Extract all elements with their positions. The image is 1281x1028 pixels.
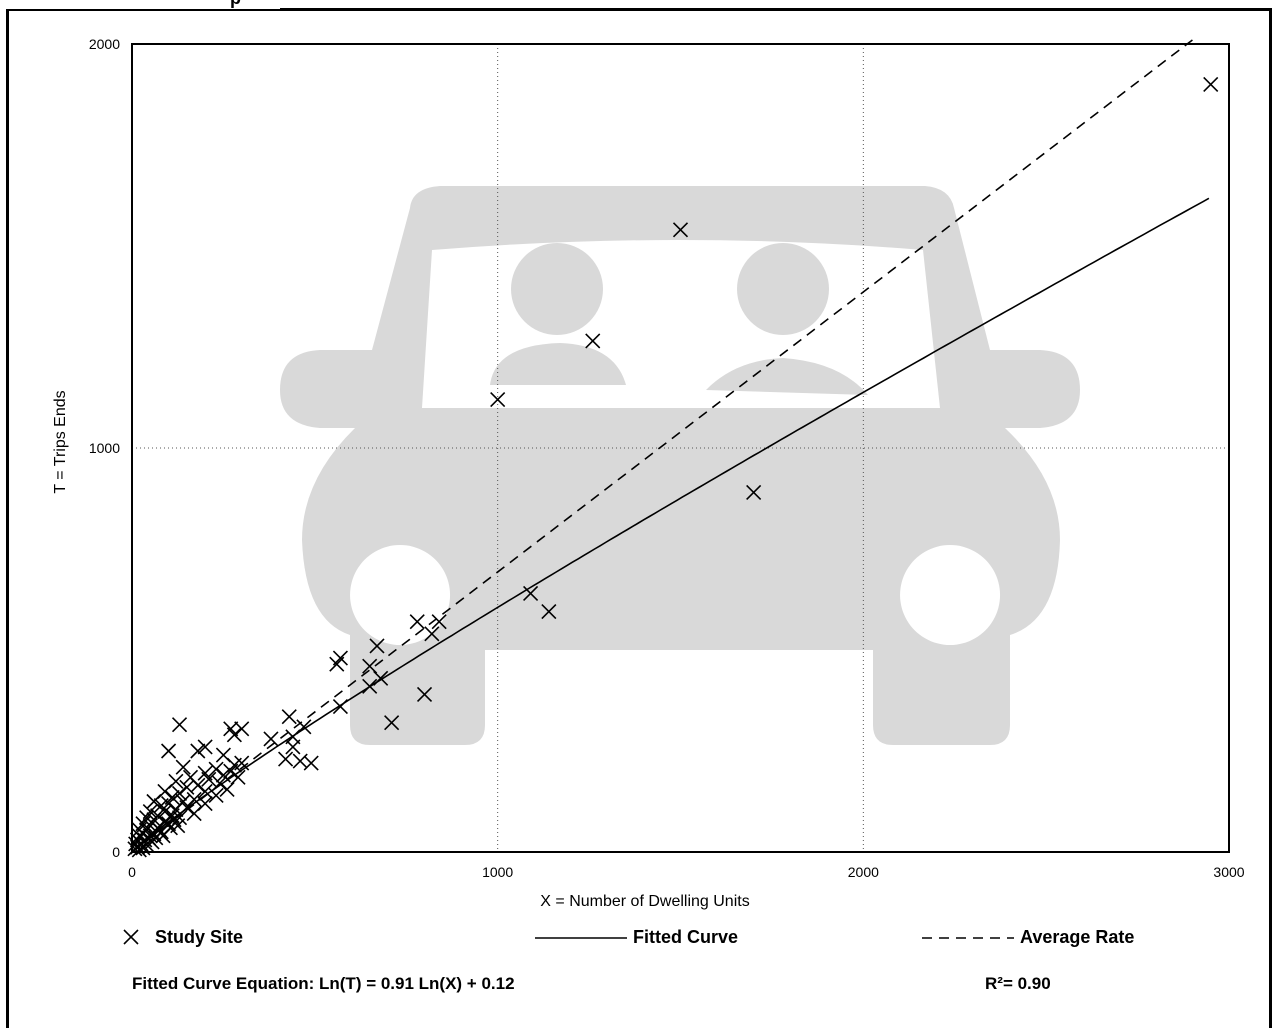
study-site-point — [208, 787, 224, 804]
study-site-point — [431, 614, 447, 630]
study-site-point — [278, 751, 294, 767]
legend-fitted-curve: Fitted Curve — [633, 927, 739, 947]
study-site-point — [424, 626, 440, 642]
study-site-points — [127, 76, 1219, 858]
x-axis-label: X = Number of Dwelling Units — [540, 893, 749, 910]
study-site-point — [175, 759, 191, 775]
x-axis-ticks: 0 1000 2000 3000 — [128, 864, 1245, 880]
y-axis-label: T = Trips Ends — [52, 390, 69, 493]
study-site-point — [384, 715, 400, 731]
x-tick-label: 1000 — [482, 864, 513, 880]
study-site-point — [186, 806, 202, 822]
y-tick-label: 1000 — [89, 440, 120, 456]
fitted-curve-line — [133, 197, 1210, 851]
study-site-point — [179, 779, 195, 795]
study-site-point — [362, 678, 378, 694]
study-site-point — [585, 333, 601, 349]
y-tick-label: 2000 — [89, 36, 120, 52]
study-site-marker-icon — [123, 929, 139, 945]
legend-average-rate: Average Rate — [1020, 927, 1135, 947]
chart-frame — [6, 8, 1272, 1028]
study-site-point — [197, 739, 213, 755]
study-site-point — [190, 743, 206, 759]
legend-study-site: Study Site — [155, 927, 244, 947]
study-site-point — [208, 761, 224, 777]
trend-lines — [131, 39, 1210, 853]
study-site-point — [234, 721, 250, 737]
study-site-point — [541, 604, 557, 620]
x-tick-label: 0 — [128, 864, 136, 880]
header-title-fragment: p — [230, 0, 241, 9]
y-tick-label: 0 — [112, 844, 120, 860]
study-site-point — [219, 781, 235, 797]
study-site-point — [490, 391, 506, 408]
study-site-point — [409, 614, 425, 630]
study-site-point — [332, 698, 348, 715]
study-site-point — [281, 709, 297, 725]
fitted-curve-line-icon — [535, 937, 627, 939]
study-site-point — [672, 222, 689, 238]
study-site-point — [373, 670, 389, 686]
study-site-point — [127, 841, 143, 857]
study-site-point — [131, 842, 147, 858]
study-site-point — [171, 717, 188, 733]
study-site-point — [329, 656, 345, 672]
study-site-point — [215, 767, 231, 783]
study-site-point — [263, 731, 279, 747]
grid-lines — [132, 43, 1229, 852]
study-site-point — [416, 686, 433, 703]
plot-area-border — [131, 43, 1230, 853]
study-site-point — [1203, 76, 1219, 92]
average-rate-dashed-line-icon — [922, 937, 1014, 939]
study-site-point — [212, 775, 228, 791]
study-site-point — [523, 585, 539, 602]
study-site-point — [369, 638, 385, 654]
study-site-point — [201, 771, 217, 787]
study-site-point — [362, 658, 378, 674]
study-site-point — [142, 828, 158, 844]
study-site-point — [223, 763, 239, 779]
study-site-point — [303, 755, 319, 771]
study-site-point — [197, 783, 213, 799]
header-strip: p — [0, 0, 280, 9]
x-tick-label: 3000 — [1213, 864, 1244, 880]
x-tick-label: 2000 — [848, 864, 879, 880]
average-rate-line — [131, 39, 1193, 853]
study-site-point — [170, 818, 186, 834]
study-site-point — [746, 484, 762, 501]
y-axis-ticks: 0 1000 2000 — [89, 36, 120, 860]
study-site-point — [161, 743, 177, 759]
r-squared-value: R²= 0.90 — [985, 974, 1051, 993]
fitted-curve-equation: Fitted Curve Equation: Ln(T) = 0.91 Ln(X… — [132, 974, 515, 993]
study-site-point — [230, 769, 246, 785]
study-site-point — [285, 739, 301, 755]
car-with-two-occupants-icon — [280, 186, 1080, 745]
study-site-point — [226, 727, 242, 743]
